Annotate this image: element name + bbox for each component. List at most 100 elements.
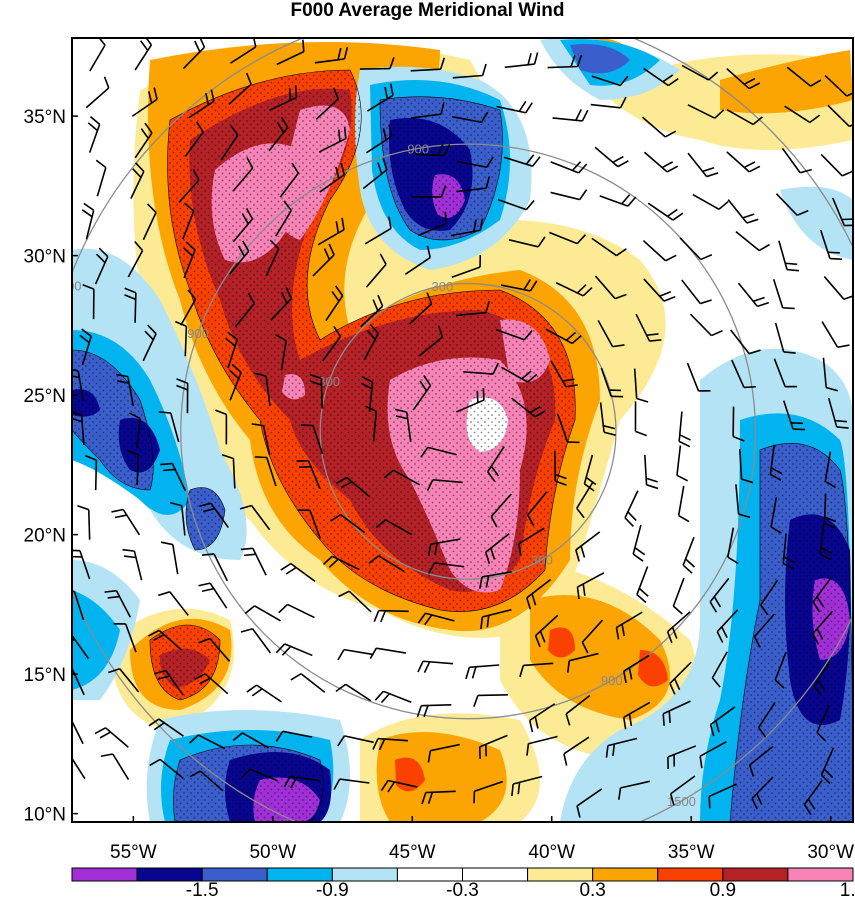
wind-barb xyxy=(662,700,691,726)
wind-barb xyxy=(545,328,582,345)
wind-barb xyxy=(633,368,649,403)
wind-barb xyxy=(642,239,677,262)
wind-barb xyxy=(553,451,567,486)
wind-barb xyxy=(95,159,107,197)
wind-barb xyxy=(738,449,754,484)
wind-barb xyxy=(225,331,238,369)
wind-barb xyxy=(240,547,267,576)
shaded-wind-field xyxy=(72,38,853,822)
wind-barb xyxy=(142,324,157,362)
wind-barb xyxy=(365,253,387,288)
wind-barb xyxy=(81,202,95,240)
wind-barb xyxy=(669,661,692,695)
wind-shading-region xyxy=(720,50,853,114)
wind-barb xyxy=(686,362,711,392)
wind-barb xyxy=(820,747,835,785)
wind-barb xyxy=(183,241,196,279)
wind-barb xyxy=(333,778,370,791)
wind-barb xyxy=(822,357,838,392)
wind-barb xyxy=(94,247,109,285)
wind-barb xyxy=(314,47,349,64)
x-tick-label: 50°W xyxy=(249,842,296,863)
wind-barb xyxy=(819,229,842,260)
contour-label: 900 xyxy=(601,673,623,688)
wind-barb xyxy=(711,651,728,688)
y-tick-label: 20°N xyxy=(24,526,66,547)
wind-barb xyxy=(478,571,512,589)
wind-barb xyxy=(644,454,659,490)
wind-barb xyxy=(503,154,541,167)
wind-barb xyxy=(228,240,250,275)
wind-barb xyxy=(517,527,545,556)
x-tick-label: 40°W xyxy=(528,842,575,863)
wind-barb xyxy=(418,325,444,357)
wind-barb xyxy=(160,462,186,491)
wind-barb xyxy=(676,445,689,482)
contour-label: 1500 xyxy=(380,4,409,19)
wind-barb xyxy=(456,388,485,413)
wind-barb xyxy=(89,38,106,72)
wind-barb xyxy=(732,406,745,442)
wind-barb xyxy=(317,217,345,246)
wind-shading-region xyxy=(530,595,670,720)
wind-barb xyxy=(77,505,91,540)
y-tick-label: 30°N xyxy=(24,247,66,268)
contour-label: 300 xyxy=(318,374,340,389)
wind-barb xyxy=(124,287,137,323)
wind-barb xyxy=(643,67,679,87)
wind-barb xyxy=(463,362,499,375)
y-tick-label: 25°N xyxy=(24,386,66,407)
wind-barb xyxy=(79,328,92,366)
wind-barb xyxy=(180,289,197,326)
wind-barb xyxy=(605,737,638,758)
wind-barb xyxy=(566,652,599,673)
wind-barb xyxy=(229,363,242,401)
wind-barb xyxy=(158,411,180,443)
wind-barb xyxy=(169,501,186,536)
plot-frame xyxy=(71,37,854,823)
wind-barb xyxy=(478,734,508,759)
wind-barb xyxy=(322,555,360,571)
wind-barb xyxy=(427,538,461,557)
wind-barb xyxy=(709,706,736,737)
wind-barb xyxy=(412,375,432,411)
wind-barb xyxy=(632,524,646,562)
x-axis: 55°W 50°W 45°W 40°W 35°W 30°W xyxy=(110,816,854,863)
wind-barb xyxy=(325,285,344,322)
wind-barb xyxy=(241,768,278,782)
wind-barb xyxy=(410,57,446,72)
wind-barb xyxy=(784,105,821,124)
wind-barb xyxy=(781,147,812,174)
wind-barb xyxy=(254,456,277,487)
wind-barb xyxy=(87,115,101,153)
wind-barb xyxy=(819,524,833,561)
wind-barb xyxy=(549,231,586,245)
wind-barb xyxy=(622,701,651,730)
wind-barb xyxy=(275,334,287,371)
wind-barb xyxy=(268,116,289,152)
wind-barb xyxy=(337,648,374,661)
wind-barb xyxy=(275,643,313,657)
wind-barb xyxy=(552,109,589,122)
wind-barb xyxy=(148,629,183,651)
wind-barb xyxy=(824,451,836,489)
wind-barb xyxy=(528,703,556,733)
wind-barb xyxy=(335,683,372,702)
wind-barb xyxy=(278,603,315,619)
wind-barb xyxy=(363,323,380,361)
wind-barb xyxy=(473,693,508,707)
y-axis: 35°N 30°N 25°N 20°N 15°N 10°N xyxy=(24,107,78,826)
wind-barb xyxy=(550,161,588,174)
wind-barb xyxy=(153,669,184,696)
wind-barb xyxy=(319,162,346,193)
wind-barb xyxy=(550,189,588,201)
wind-barb xyxy=(160,541,179,575)
wind-barb xyxy=(417,211,447,237)
wind-shading-region xyxy=(780,186,853,260)
wind-barb xyxy=(269,85,298,112)
wind-barb xyxy=(555,282,593,297)
contour-label: 300 xyxy=(432,279,454,294)
wind-barb xyxy=(457,156,494,168)
contour-line-900 xyxy=(180,143,757,720)
wind-barb xyxy=(775,193,809,217)
